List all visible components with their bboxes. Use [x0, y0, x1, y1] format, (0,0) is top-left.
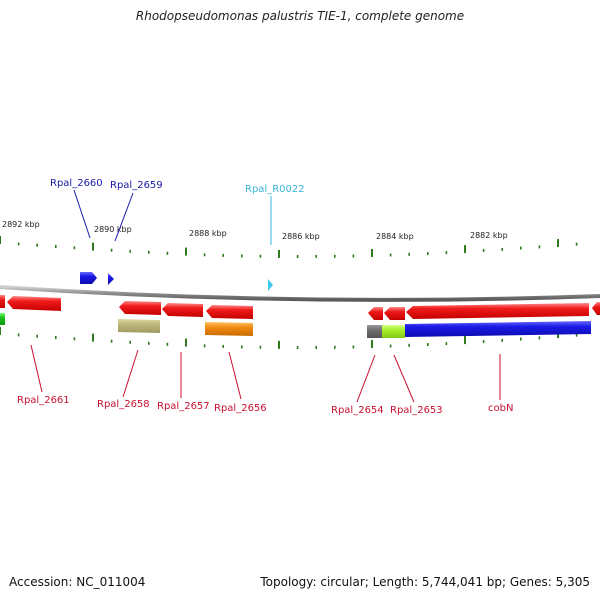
gene-rpal-2659[interactable] — [108, 273, 114, 285]
footer-accession: Accession: NC_011004 — [9, 575, 146, 589]
cog-bar-cobn — [405, 321, 591, 337]
label-rpal-2653[interactable]: Rpal_2653 — [390, 405, 443, 416]
leader-rpal-2653 — [393, 354, 415, 403]
leader-rpal-2659 — [114, 192, 134, 242]
label-rpal-r0022[interactable]: Rpal_R0022 — [245, 184, 305, 195]
gene-rpal-2657[interactable] — [162, 303, 203, 317]
lower-scale-ticks — [0, 327, 578, 349]
scale-label-2892: 2892 kbp — [2, 220, 40, 229]
gene-left-edge[interactable] — [0, 295, 5, 308]
scale-label-2888: 2888 kbp — [189, 229, 227, 238]
gene-right-edge[interactable] — [592, 302, 600, 315]
cog-bar-rpal-2658 — [118, 319, 160, 333]
gene-rpal-2656[interactable] — [206, 305, 253, 319]
gene-rpal-2660[interactable] — [80, 272, 97, 284]
label-rpal-2661[interactable]: Rpal_2661 — [17, 395, 70, 406]
label-cobn[interactable]: cobN — [488, 403, 513, 414]
cog-bar-rpal-2653 — [382, 325, 405, 338]
footer-stats: Topology: circular; Length: 5,744,041 bp… — [260, 575, 590, 589]
gene-cobn[interactable] — [406, 303, 589, 319]
label-rpal-2658[interactable]: Rpal_2658 — [97, 399, 150, 410]
cog-bar-rpal-2654 — [367, 325, 382, 338]
label-rpal-2660[interactable]: Rpal_2660 — [50, 178, 103, 189]
scale-label-2882: 2882 kbp — [470, 231, 508, 240]
gene-rpal-2658[interactable] — [119, 301, 161, 315]
trna-rpal-r0022[interactable] — [268, 279, 273, 291]
leader-rpal-2656 — [228, 351, 242, 400]
leader-rpal-2660 — [73, 189, 91, 239]
label-rpal-2656[interactable]: Rpal_2656 — [214, 403, 267, 414]
scale-label-2884: 2884 kbp — [376, 232, 414, 241]
label-rpal-2654[interactable]: Rpal_2654 — [331, 405, 384, 416]
cog-bar-left-green — [0, 313, 5, 325]
genome-backbone — [0, 285, 600, 302]
leader-rpal-2658 — [122, 349, 139, 398]
leader-lines — [30, 189, 501, 403]
gene-rpal-2661[interactable] — [7, 296, 61, 311]
gene-rpal-2653[interactable] — [384, 307, 405, 320]
page-title: Rhodopseudomonas palustris TIE-1, comple… — [135, 9, 465, 23]
scale-label-2886: 2886 kbp — [282, 232, 320, 241]
cog-bar-rpal-2656 — [205, 322, 253, 336]
upper-scale-ticks — [0, 236, 578, 258]
label-rpal-2659[interactable]: Rpal_2659 — [110, 180, 163, 191]
gene-rpal-2654[interactable] — [368, 307, 383, 320]
scale-label-2890: 2890 kbp — [94, 225, 132, 234]
leader-rpal-2661 — [30, 344, 43, 393]
leader-rpal-2654 — [356, 354, 376, 403]
label-rpal-2657[interactable]: Rpal_2657 — [157, 401, 210, 412]
